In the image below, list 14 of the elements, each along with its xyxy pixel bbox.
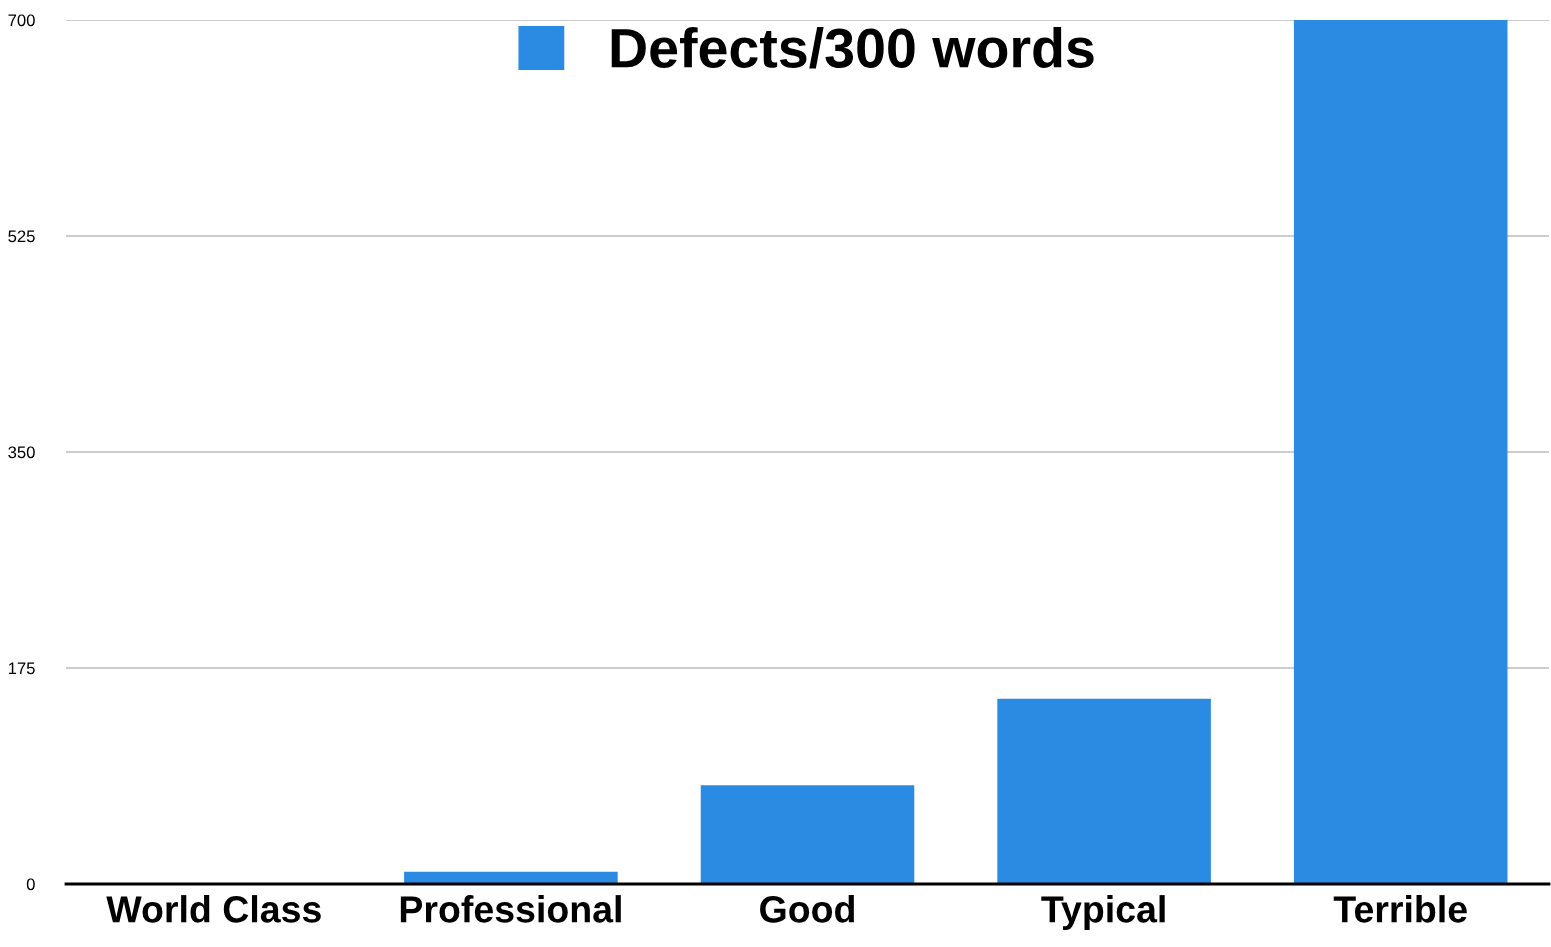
x-tick-label: Good bbox=[760, 895, 854, 923]
legend-label: Defects/300 words bbox=[611, 27, 1094, 69]
y-tick-label: 175 bbox=[8, 662, 35, 675]
y-tick-label: 525 bbox=[8, 230, 35, 243]
bar bbox=[1293, 20, 1508, 884]
y-tick-label: 350 bbox=[8, 446, 35, 459]
x-tick-label: Terrible bbox=[1333, 895, 1467, 923]
x-tick-label: Professional bbox=[400, 895, 621, 923]
y-tick-label: 700 bbox=[8, 14, 35, 27]
x-tick-label: World Class bbox=[106, 895, 321, 923]
bar bbox=[997, 698, 1211, 884]
x-tick-label: Typical bbox=[1041, 895, 1165, 931]
y-tick-label: 0 bbox=[26, 878, 35, 891]
bar bbox=[700, 785, 915, 884]
